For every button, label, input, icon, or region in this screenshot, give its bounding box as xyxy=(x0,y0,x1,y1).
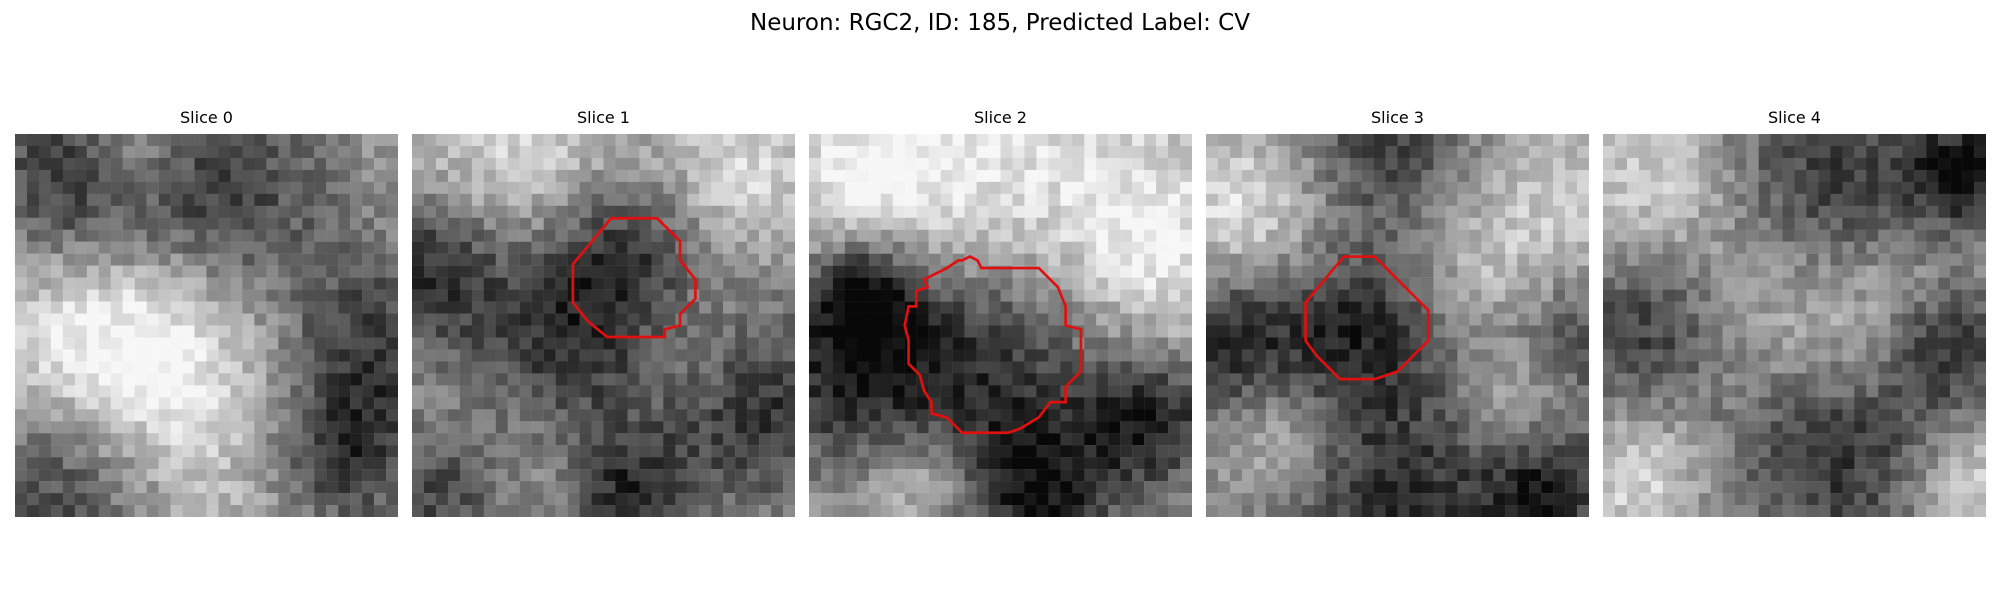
slice-panel: Slice 1 xyxy=(412,108,795,517)
roi-outline xyxy=(1304,255,1430,381)
slice-panel: Slice 0 xyxy=(15,108,398,517)
roi-outline xyxy=(571,216,697,339)
slice-image xyxy=(1206,134,1589,517)
slice-panel: Slice 3 xyxy=(1206,108,1589,517)
slice-title: Slice 1 xyxy=(577,108,630,127)
roi-outline xyxy=(903,255,1083,435)
slice-title: Slice 3 xyxy=(1371,108,1424,127)
slice-image xyxy=(1603,134,1986,517)
slice-image xyxy=(15,134,398,517)
slice-title: Slice 0 xyxy=(180,108,233,127)
slice-image xyxy=(809,134,1192,517)
figure-title: Neuron: RGC2, ID: 185, Predicted Label: … xyxy=(750,10,1250,36)
slice-title: Slice 2 xyxy=(974,108,1027,127)
slice-title: Slice 4 xyxy=(1768,108,1821,127)
slice-image xyxy=(412,134,795,517)
slice-panel: Slice 2 xyxy=(809,108,1192,517)
slice-panel: Slice 4 xyxy=(1603,108,1986,517)
